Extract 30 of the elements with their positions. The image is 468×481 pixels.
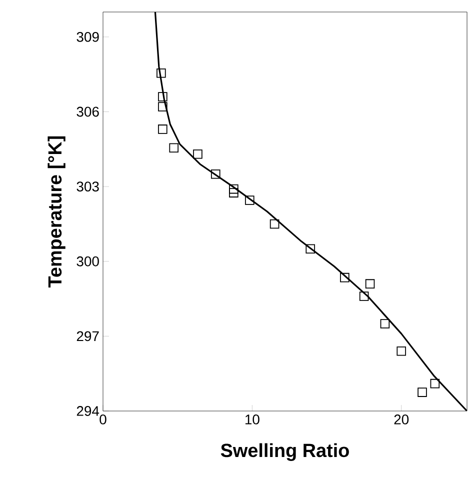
x-tick-label: 10 [245, 414, 260, 424]
point [340, 272, 350, 282]
y-tick-label: 306 [76, 106, 99, 117]
point [244, 196, 254, 205]
y-tick-label: 294 [76, 406, 100, 416]
point [418, 388, 427, 397]
point [365, 279, 375, 288]
x-tick-label: 20 [394, 414, 409, 424]
y-tick-label: 303 [76, 182, 99, 192]
point [158, 102, 168, 112]
point [229, 188, 238, 198]
point [306, 244, 316, 254]
y-axis-title: Temperature [°K] [48, 136, 66, 288]
point [396, 346, 406, 356]
point [380, 319, 390, 328]
y-tick-label: 300 [76, 256, 99, 266]
y-tick-label: 297 [76, 331, 99, 342]
point [193, 149, 202, 159]
point [359, 292, 369, 301]
point [158, 92, 168, 102]
x-axis-title: Swelling Ratio [220, 443, 349, 461]
point [156, 68, 166, 78]
point [270, 219, 280, 229]
x-tick-label: 0 [100, 414, 106, 424]
point [430, 378, 440, 388]
point [229, 184, 238, 194]
point [210, 169, 220, 179]
y-tick-label: 309 [76, 32, 99, 42]
point [169, 143, 179, 153]
point [158, 124, 168, 134]
